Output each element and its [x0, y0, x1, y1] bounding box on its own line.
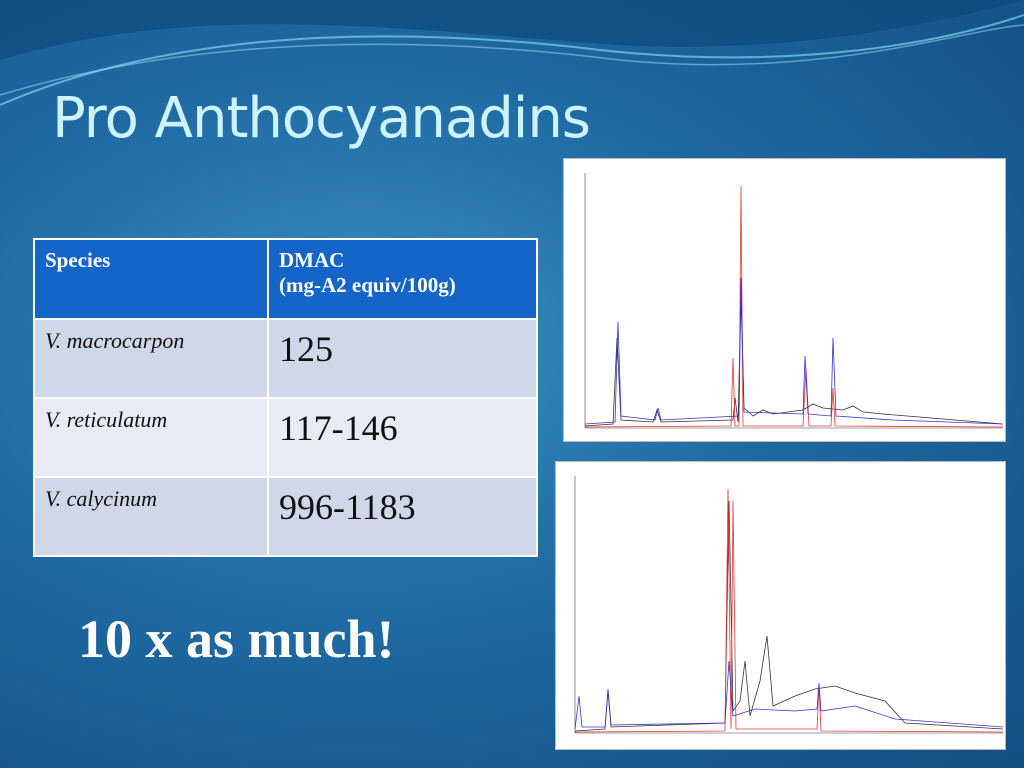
- callout: 10 x as much!: [78, 609, 395, 669]
- table-header: Species DMAC (mg-A2 equiv/100g): [33, 238, 538, 320]
- table-row: V. macrocarpon 125: [33, 318, 538, 399]
- header-cell: DMAC (mg-A2 equiv/100g): [267, 238, 538, 320]
- species-cell: V. calycinum: [33, 476, 269, 557]
- header-line: (mg-A2 equiv/100g): [279, 273, 456, 297]
- data-table: Species DMAC (mg-A2 equiv/100g) V. macroc…: [33, 238, 538, 557]
- slide-title: Pro Anthocyanadins: [52, 86, 591, 151]
- species-cell: V. reticulatum: [33, 397, 269, 478]
- header-line: DMAC: [279, 248, 345, 272]
- header-cell: Species: [33, 238, 269, 320]
- header-wave: [0, 0, 1024, 106]
- value-cell: 117-146: [267, 397, 538, 478]
- chromatogram-image: [563, 158, 1006, 442]
- value-cell: 125: [267, 318, 538, 399]
- species-cell: V. macrocarpon: [33, 318, 269, 399]
- chromatogram-image: [555, 461, 1006, 750]
- value-cell: 996-1183: [267, 476, 538, 557]
- table-row: V. reticulatum 117-146: [33, 397, 538, 478]
- table-row: V. calycinum 996-1183: [33, 476, 538, 557]
